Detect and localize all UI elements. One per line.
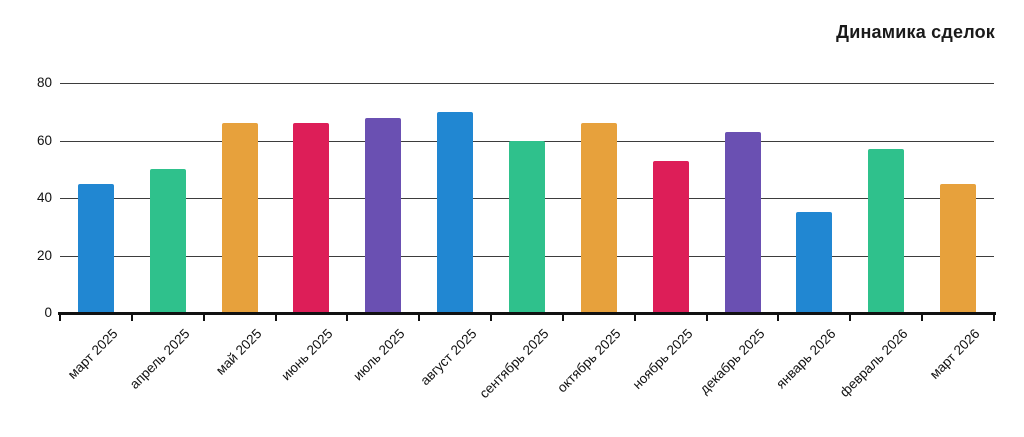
bar — [293, 123, 329, 313]
bar — [725, 132, 761, 313]
x-tick — [346, 312, 348, 321]
y-tick-label: 60 — [36, 133, 52, 148]
y-tick-label: 80 — [36, 75, 52, 90]
x-tick — [993, 312, 995, 321]
bar — [365, 118, 401, 314]
x-tick — [275, 312, 277, 321]
y-tick-label: 40 — [36, 190, 52, 205]
x-axis-line — [58, 312, 996, 315]
x-tick — [634, 312, 636, 321]
x-tick — [562, 312, 564, 321]
bar — [78, 184, 114, 313]
x-tick-label: март 2026 — [926, 326, 983, 382]
x-tick — [490, 312, 492, 321]
x-tick — [849, 312, 851, 321]
x-tick — [706, 312, 708, 321]
y-tick-label: 0 — [44, 305, 52, 320]
bar — [222, 123, 258, 313]
bar — [940, 184, 976, 313]
bar — [868, 149, 904, 313]
x-tick — [203, 312, 205, 321]
y-tick-label: 20 — [36, 248, 52, 263]
bar — [796, 212, 832, 313]
x-tick — [777, 312, 779, 321]
gridline — [60, 83, 994, 84]
bar — [509, 141, 545, 314]
bar — [150, 169, 186, 313]
x-tick — [59, 312, 61, 321]
x-tick — [418, 312, 420, 321]
bar — [653, 161, 689, 313]
x-tick — [921, 312, 923, 321]
chart-title: Динамика сделок — [836, 22, 995, 42]
bar — [581, 123, 617, 313]
x-tick — [131, 312, 133, 321]
bar — [437, 112, 473, 313]
